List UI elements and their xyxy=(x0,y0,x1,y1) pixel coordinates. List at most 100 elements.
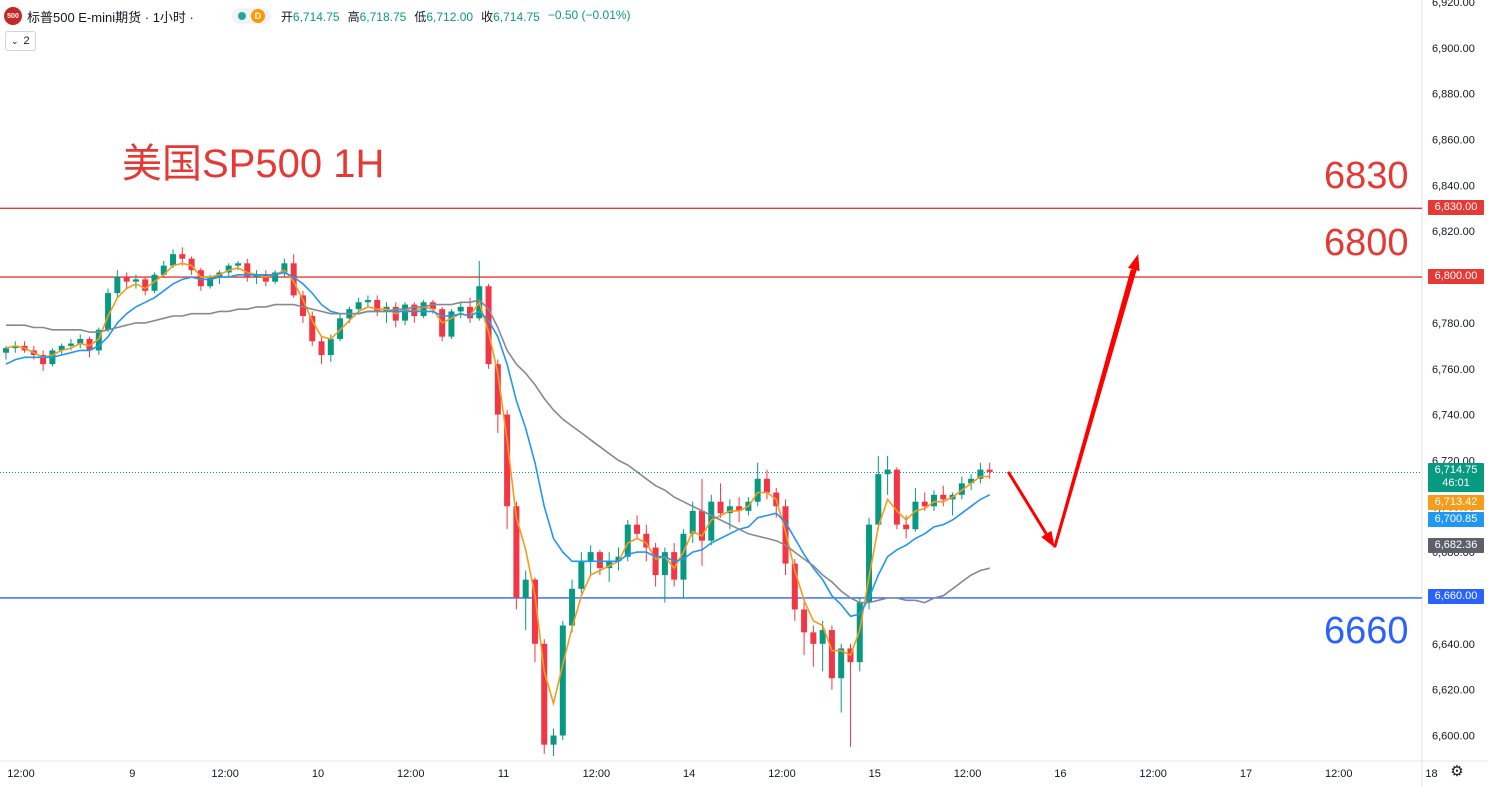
candle-body xyxy=(624,524,631,557)
price-tick-label: 6,740.00 xyxy=(1432,410,1475,422)
candlestick-series xyxy=(3,247,993,757)
candle-body xyxy=(105,293,112,330)
arrow-leg-up xyxy=(1053,269,1137,548)
candle-body xyxy=(977,469,984,479)
candle xyxy=(587,545,594,576)
candle xyxy=(634,515,641,539)
candle-body xyxy=(689,510,696,534)
candle xyxy=(550,728,557,757)
candle-body xyxy=(801,609,808,633)
candle-body xyxy=(968,478,975,484)
time-axis[interactable]: 12:00 9 12:00 10 12:00 11 12:00 14 12:00 15 12:00 1… xyxy=(7,768,1437,780)
candle xyxy=(337,313,344,342)
candle-body xyxy=(791,563,798,610)
candle xyxy=(383,302,390,323)
candle-body xyxy=(587,552,594,562)
candle xyxy=(828,625,835,690)
candle xyxy=(615,547,622,571)
price-tag-ema-mid: 6,700.85 xyxy=(1428,512,1484,527)
candle xyxy=(717,483,724,518)
candle xyxy=(504,410,511,530)
candle-body xyxy=(634,524,641,534)
price-tick-label: 6,920.00 xyxy=(1432,0,1475,9)
time-tick-label: 9 xyxy=(129,768,135,780)
candle xyxy=(364,295,371,307)
symbol-name[interactable]: 标普500 E-mini期货 · 1小时 · xyxy=(27,9,194,25)
candle-body xyxy=(457,306,464,312)
candle xyxy=(272,270,279,284)
candle-body xyxy=(244,263,251,278)
candle-body xyxy=(86,338,93,351)
candle xyxy=(142,277,149,296)
candle xyxy=(457,302,464,319)
chevron-down-icon: ⌄ xyxy=(11,35,19,46)
candle-body xyxy=(569,588,576,626)
candle xyxy=(977,462,984,484)
candle-body xyxy=(188,258,195,271)
candle-body xyxy=(337,318,344,339)
candle-body xyxy=(494,364,501,415)
close-label: 收 xyxy=(481,9,494,24)
level-label-6660[interactable]: 6660 xyxy=(1324,610,1409,652)
candle xyxy=(151,272,158,294)
time-tick-label: 14 xyxy=(683,768,695,780)
candle-body xyxy=(940,494,947,500)
candle xyxy=(281,258,288,278)
bar-countdown: 46:01 xyxy=(1442,477,1470,489)
candle xyxy=(448,309,455,339)
time-tick-label: 12:00 xyxy=(1325,768,1353,780)
candle-body xyxy=(504,414,511,507)
time-tick-label: 12:00 xyxy=(768,768,796,780)
candle xyxy=(754,462,761,507)
candle xyxy=(875,455,882,530)
candle xyxy=(485,283,492,369)
market-status[interactable]: D xyxy=(231,8,271,24)
candle xyxy=(569,579,576,633)
candle xyxy=(309,311,316,346)
candle-body xyxy=(717,501,724,514)
delayed-data-badge: D xyxy=(250,9,265,23)
candle-body xyxy=(884,469,891,475)
candle xyxy=(114,270,121,298)
candle-body xyxy=(170,254,177,266)
candle xyxy=(12,341,19,353)
candle-body xyxy=(726,506,733,514)
price-tick-label: 6,600.00 xyxy=(1432,731,1475,743)
candle xyxy=(420,299,427,319)
candle xyxy=(374,295,381,317)
level-label-6830[interactable]: 6830 xyxy=(1324,155,1409,197)
candle xyxy=(402,302,409,326)
candle xyxy=(958,476,965,500)
candle-body xyxy=(559,625,566,736)
level-label-6800[interactable]: 6800 xyxy=(1324,222,1409,264)
close-value: 6,714.75 xyxy=(493,9,540,24)
candle-body xyxy=(531,579,538,644)
candle-body xyxy=(550,735,557,745)
candle-body xyxy=(411,304,418,317)
chart-annotation-title[interactable]: 美国SP500 1H xyxy=(122,142,385,186)
candle-body xyxy=(142,279,149,291)
price-axis[interactable]: 6,600.006,620.006,640.006,660.006,680.00… xyxy=(1432,0,1475,743)
candle-body xyxy=(912,501,919,530)
candle-body xyxy=(67,343,74,346)
indicators-collapse-button[interactable]: ⌄ 2 xyxy=(5,31,36,51)
current-price-tag: 6,714.75 46:01 xyxy=(1428,463,1484,492)
time-tick-label: 12:00 xyxy=(7,768,35,780)
chart-header: 500 标普500 E-mini期货 · 1小时 · D 开6,714.75 高… xyxy=(4,5,631,27)
candle xyxy=(522,570,529,631)
candle-body xyxy=(429,302,436,310)
moving-averages xyxy=(5,262,991,707)
candle-body xyxy=(299,295,306,317)
price-tick-label: 6,840.00 xyxy=(1432,180,1475,192)
candle-body xyxy=(290,263,297,296)
price-tick-label: 6,760.00 xyxy=(1432,364,1475,376)
candle-body xyxy=(875,474,882,525)
candle-body xyxy=(578,561,585,589)
symbol-logo[interactable]: 500 xyxy=(4,7,22,25)
candle xyxy=(86,336,93,358)
candle-body xyxy=(986,469,993,472)
chart-settings-gear-icon[interactable]: ⚙ xyxy=(1450,763,1464,780)
time-tick-label: 11 xyxy=(498,768,509,780)
candle-body xyxy=(272,272,279,282)
